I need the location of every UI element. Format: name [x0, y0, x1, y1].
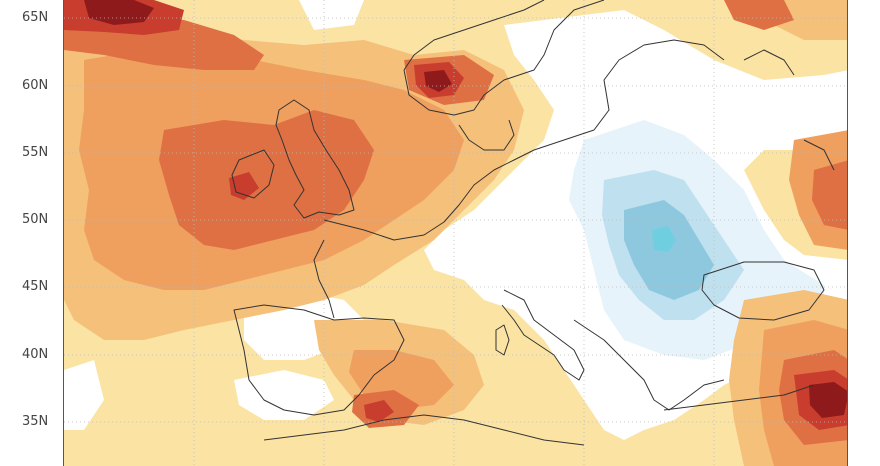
lat-label-35n: 35N: [22, 414, 49, 429]
lat-label-60n: 60N: [22, 78, 49, 93]
field-cyan: [652, 226, 676, 252]
field-dark-red: [84, 0, 847, 418]
map-canvas: [64, 0, 847, 466]
lat-label-40n: 40N: [22, 347, 49, 362]
lat-label-65n: 65N: [22, 10, 49, 25]
coastlines: [231, 0, 835, 446]
lat-label-50n: 50N: [22, 212, 49, 227]
lat-label-45n: 45N: [22, 279, 49, 294]
anomaly-map: [63, 0, 848, 466]
graticule: [64, 0, 847, 466]
lat-label-55n: 55N: [22, 145, 49, 160]
